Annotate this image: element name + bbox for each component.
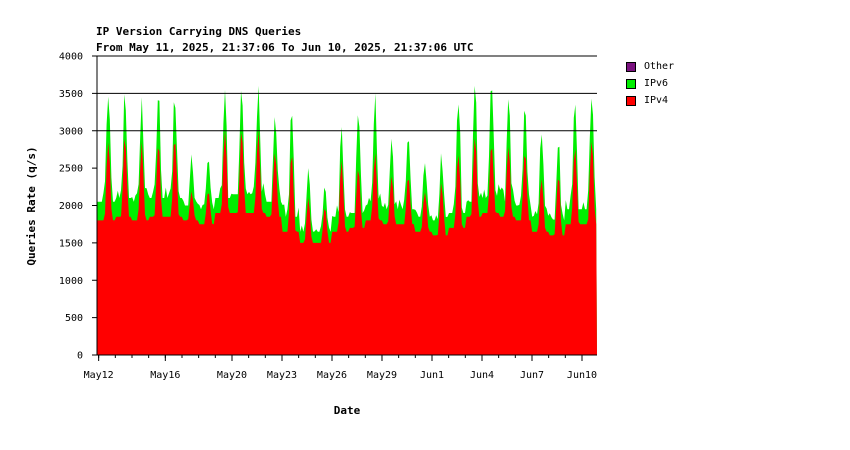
- grid-lines: [97, 55, 597, 132]
- legend-label-other: Other: [644, 61, 675, 72]
- y-tick-label: 500: [65, 313, 83, 324]
- x-tick-label: Jun10: [567, 370, 597, 381]
- axes: 0 500 1000 1500 2000 2500 3000 3500 4000 May12 May…: [59, 52, 597, 382]
- legend: Other IPv6 IPv4: [626, 58, 674, 109]
- x-tick-label: May16: [150, 370, 180, 381]
- x-tick-label: Jun4: [470, 370, 494, 381]
- y-tick-label: 1000: [59, 276, 83, 287]
- legend-swatch-ipv4: [626, 95, 636, 106]
- x-axis-label: Date: [334, 404, 361, 417]
- legend-swatch-other: [626, 61, 636, 72]
- x-tick-label: Jun1: [420, 370, 444, 381]
- y-tick-label: 1500: [59, 238, 83, 249]
- plot-area: [97, 85, 597, 356]
- x-tick-label: May12: [84, 370, 114, 381]
- y-tick-label: 3000: [59, 126, 83, 137]
- y-tick-label: 2500: [59, 164, 83, 175]
- legend-item-ipv4: IPv4: [626, 92, 674, 109]
- y-tick-label: 3500: [59, 89, 83, 100]
- chart-subtitle: From May 11, 2025, 21:37:06 To Jun 10, 2…: [96, 41, 474, 54]
- x-tick-label: Jun7: [520, 370, 544, 381]
- legend-item-ipv6: IPv6: [626, 75, 674, 92]
- chart-title: IP Version Carrying DNS Queries: [96, 25, 302, 38]
- x-tick-label: May26: [317, 370, 347, 381]
- legend-label-ipv4: IPv4: [644, 95, 669, 106]
- x-tick-label: May23: [267, 370, 297, 381]
- y-tick-label: 4000: [59, 52, 83, 63]
- y-axis-label: Queries Rate (q/s): [25, 146, 38, 265]
- y-tick-label: 0: [77, 351, 83, 362]
- y-tick-label: 2000: [59, 201, 83, 212]
- legend-item-other: Other: [626, 58, 674, 75]
- legend-label-ipv6: IPv6: [644, 78, 669, 89]
- x-tick-label: May20: [217, 370, 247, 381]
- series-ipv4-area: [97, 130, 597, 355]
- legend-swatch-ipv6: [626, 78, 636, 89]
- x-tick-label: May29: [367, 370, 397, 381]
